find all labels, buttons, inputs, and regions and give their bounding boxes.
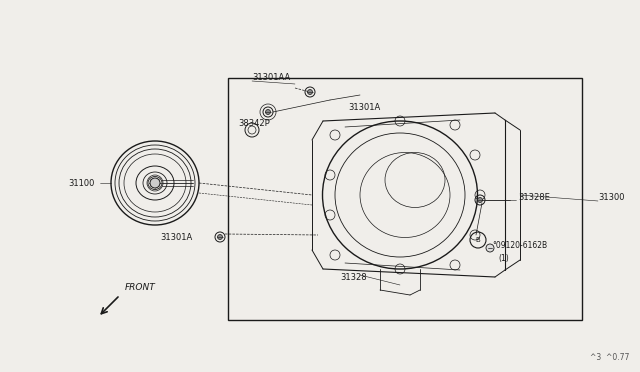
Text: (1): (1) bbox=[498, 253, 509, 263]
Text: 31301AA: 31301AA bbox=[252, 74, 291, 83]
Text: ^3  ^0.77: ^3 ^0.77 bbox=[590, 353, 629, 362]
Text: °09120-6162B: °09120-6162B bbox=[492, 241, 547, 250]
Text: 38342P: 38342P bbox=[238, 119, 269, 128]
Text: 31301A: 31301A bbox=[348, 103, 380, 112]
Text: 31328: 31328 bbox=[340, 273, 367, 282]
Circle shape bbox=[150, 178, 160, 188]
Text: FRONT: FRONT bbox=[125, 282, 156, 292]
Circle shape bbox=[486, 244, 494, 252]
Circle shape bbox=[307, 90, 312, 94]
Text: 31301A: 31301A bbox=[160, 232, 192, 241]
Text: 31300: 31300 bbox=[598, 193, 625, 202]
Text: 31100: 31100 bbox=[68, 179, 94, 187]
Bar bbox=[228, 78, 582, 320]
Circle shape bbox=[477, 198, 483, 202]
Circle shape bbox=[266, 109, 271, 115]
Circle shape bbox=[218, 234, 223, 240]
Text: 31328E: 31328E bbox=[518, 193, 550, 202]
Text: B: B bbox=[476, 237, 481, 243]
